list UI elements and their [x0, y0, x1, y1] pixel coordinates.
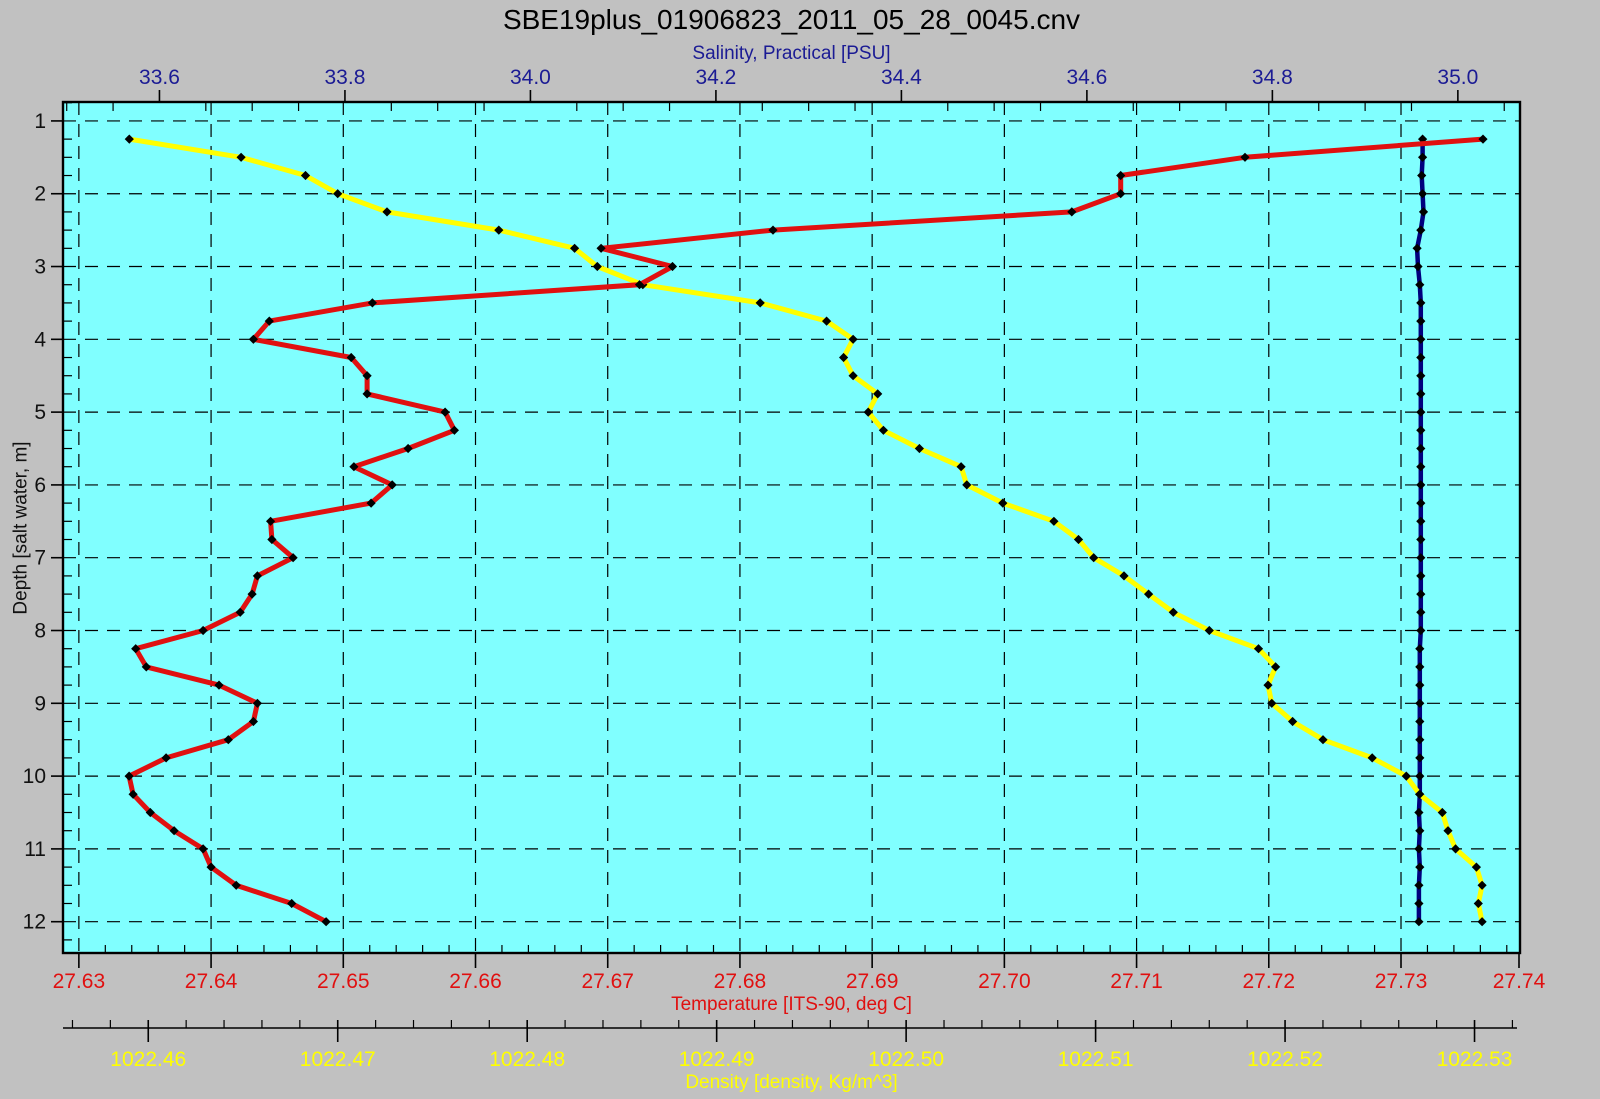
density-tick-label: 1022.53: [1437, 1048, 1513, 1071]
depth-tick-label: 10: [23, 765, 46, 788]
temperature-tick-label: 27.67: [581, 970, 634, 993]
depth-tick-label: 1: [34, 110, 46, 133]
depth-tick-label: 2: [34, 183, 46, 206]
salinity-tick-label: 34.2: [695, 66, 736, 89]
plot-border: [61, 100, 1522, 955]
density-series-line: [128, 136, 1485, 923]
salinity-tick-label: 34.4: [881, 66, 922, 89]
depth-tick-label: 5: [34, 401, 46, 424]
salinity-tick-label: 34.6: [1066, 66, 1107, 89]
depth-tick-label: 4: [34, 328, 46, 351]
temperature-tick-label: 27.66: [449, 970, 502, 993]
salinity-tick-label: 33.6: [139, 66, 180, 89]
chart-title: SBE19plus_01906823_2011_05_28_0045.cnv: [502, 4, 1081, 35]
density-tick-label: 1022.48: [489, 1048, 565, 1071]
temperature-tick-label: 27.74: [1493, 970, 1546, 993]
density-tick-label: 1022.51: [1058, 1048, 1134, 1071]
depth-tick-label: 9: [34, 692, 46, 715]
depth-tick-label: 8: [34, 620, 46, 643]
temperature-tick-label: 27.69: [846, 970, 899, 993]
salinity-tick-label: 35.0: [1437, 66, 1478, 89]
depth-tick-label: 11: [24, 838, 46, 861]
temperature-tick-label: 27.63: [53, 970, 106, 993]
temperature-tick-label: 27.73: [1375, 970, 1428, 993]
temperature-tick-label: 27.70: [978, 970, 1031, 993]
depth-tick-label: 12: [23, 911, 46, 934]
temperature-tick-label: 27.68: [714, 970, 767, 993]
density-tick-label: 1022.52: [1247, 1048, 1323, 1071]
salinity-tick-label: 34.8: [1252, 66, 1293, 89]
temperature-tick-label: 27.71: [1110, 970, 1163, 993]
density-tick-label: 1022.47: [300, 1048, 376, 1071]
density-axis-title: Density [density, Kg/m^3]: [685, 1072, 898, 1093]
salinity-tick-label: 34.0: [510, 66, 551, 89]
density-tick-label: 1022.49: [679, 1048, 755, 1071]
density-tick-label: 1022.46: [110, 1048, 186, 1071]
temperature-tick-label: 27.64: [185, 970, 238, 993]
depth-tick-label: 6: [34, 474, 46, 497]
temperature-tick-label: 27.72: [1243, 970, 1296, 993]
salinity-axis-title: Salinity, Practical [PSU]: [692, 43, 891, 64]
temperature-tick-label: 27.65: [317, 970, 370, 993]
temperature-axis-title: Temperature [ITS-90, deg C]: [671, 994, 912, 1015]
plot-background: [63, 102, 1520, 953]
salinity-tick-label: 33.8: [325, 66, 366, 89]
depth-tick-label: 3: [34, 256, 46, 279]
depth-tick-label: 7: [34, 547, 46, 570]
density-tick-label: 1022.50: [868, 1048, 944, 1071]
